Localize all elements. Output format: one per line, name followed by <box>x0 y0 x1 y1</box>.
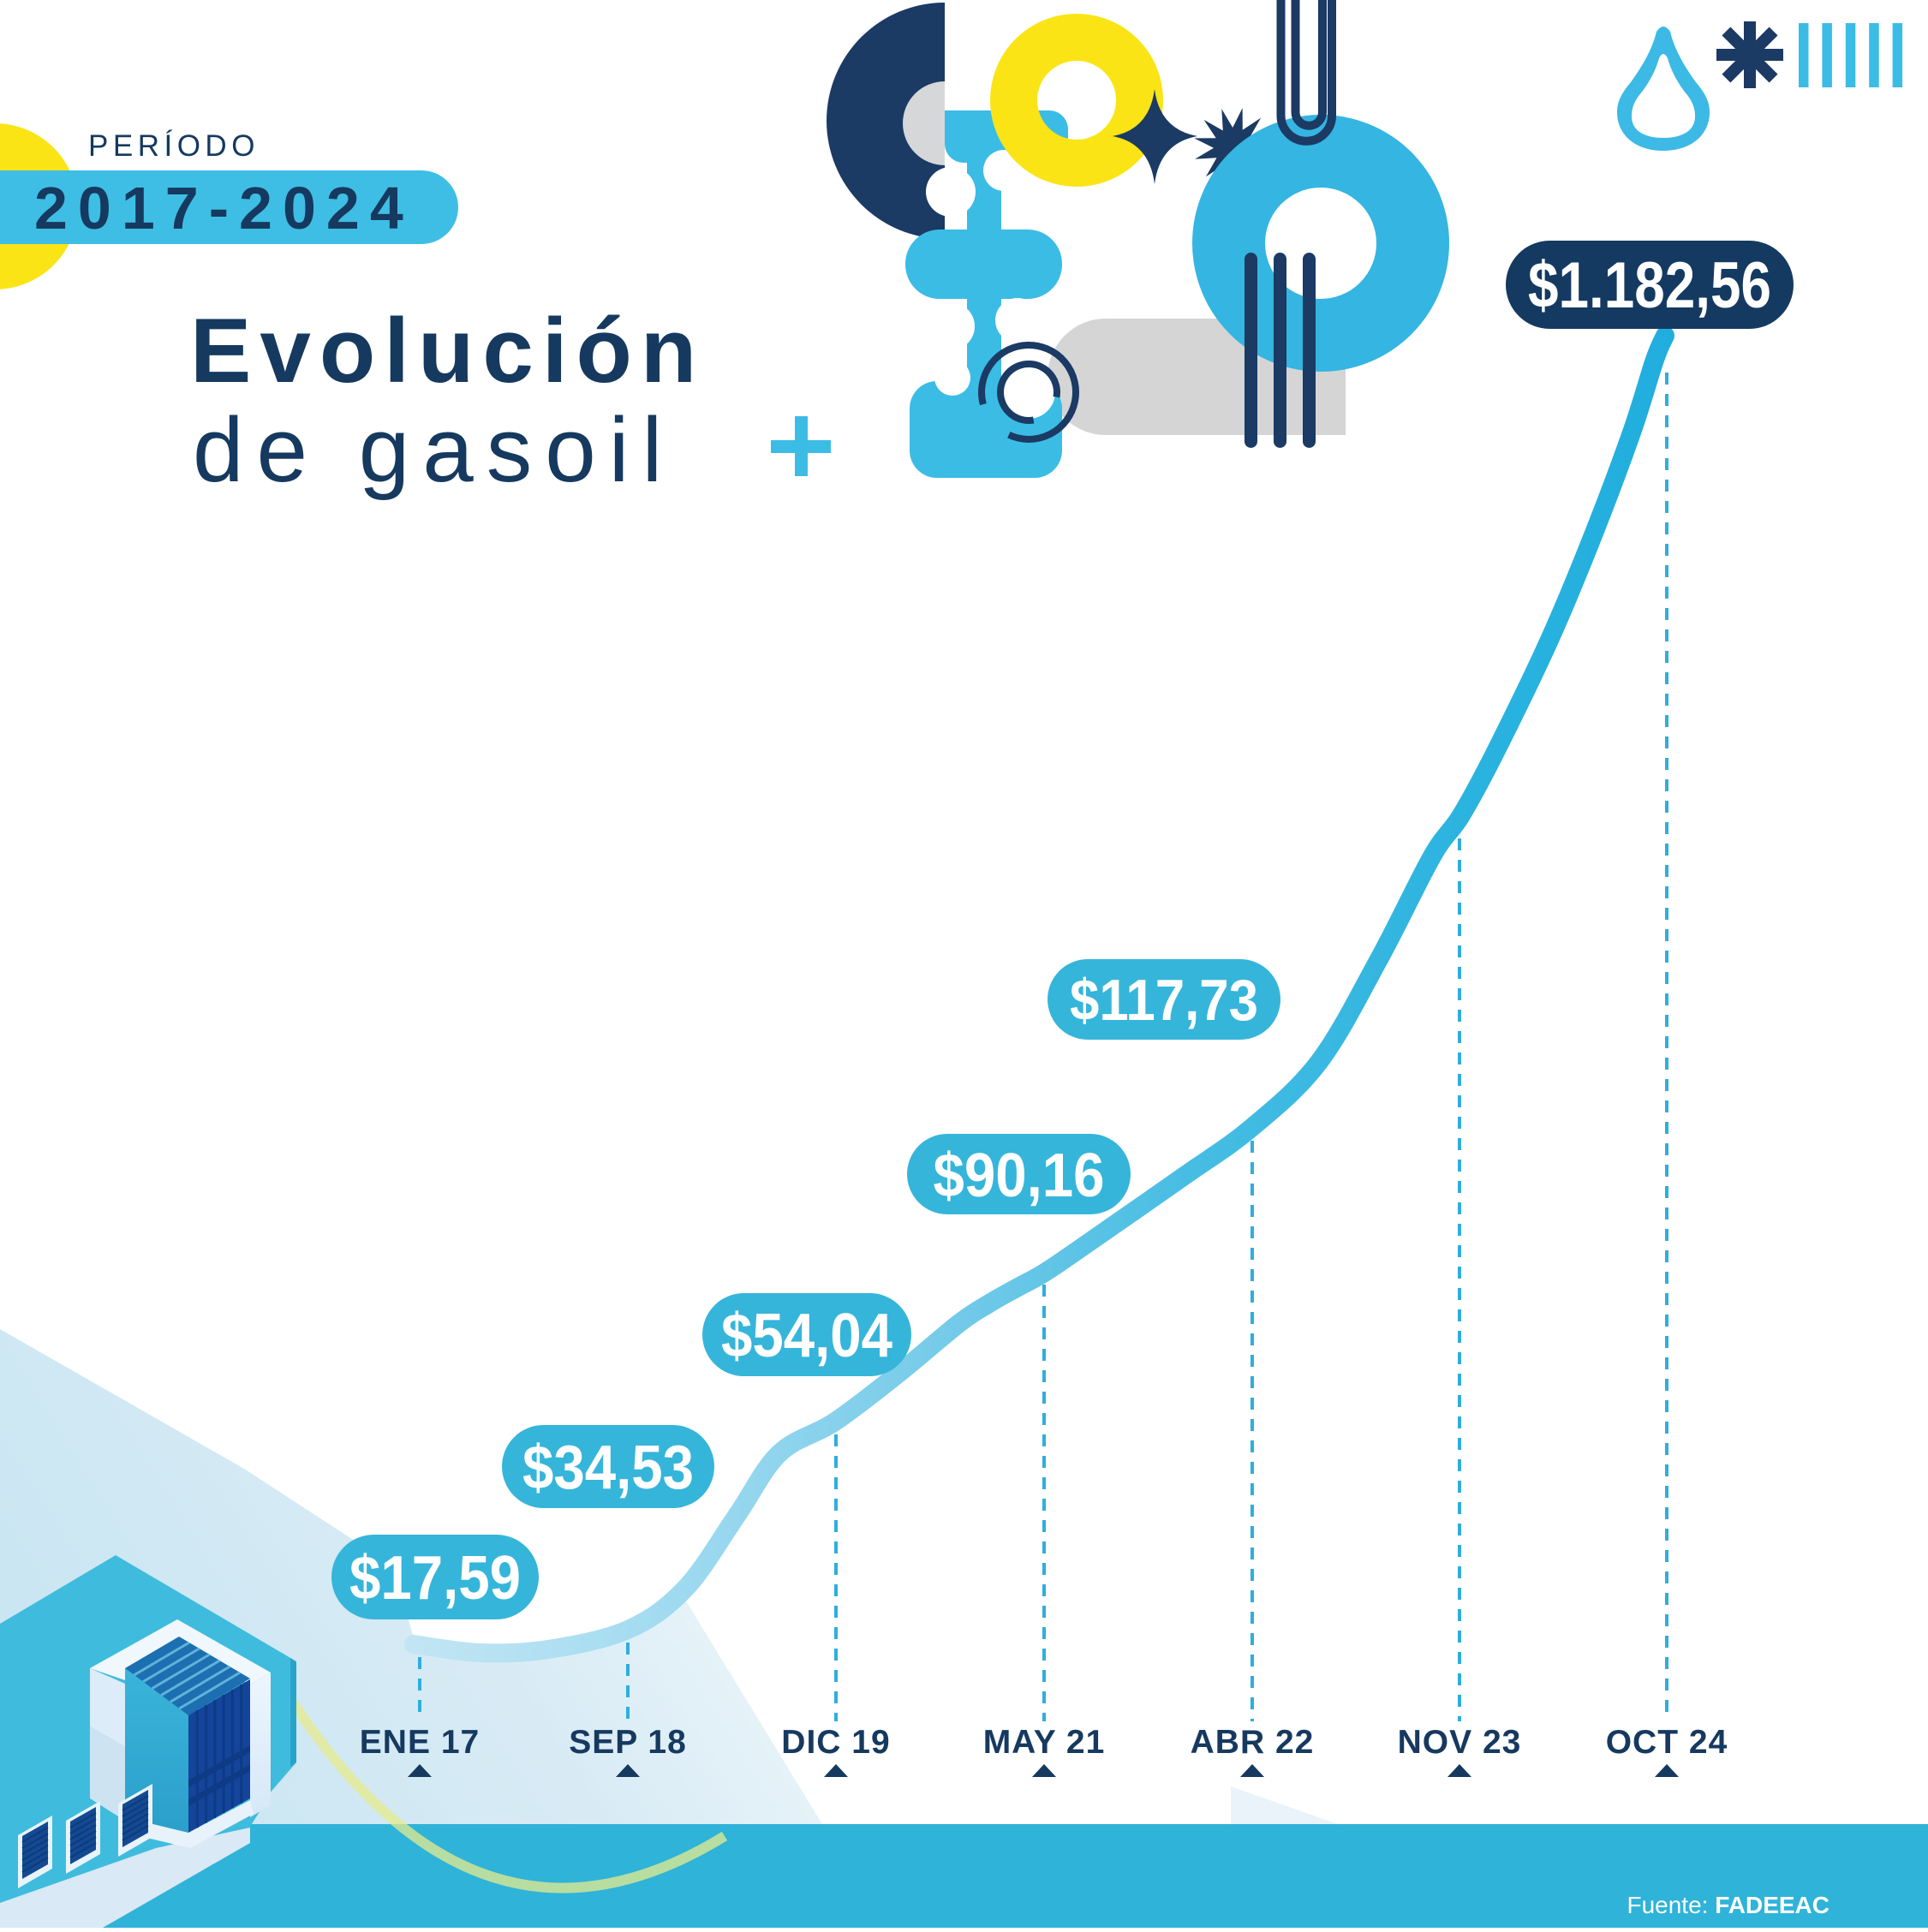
svg-text:2017-2024: 2017-2024 <box>34 175 414 242</box>
svg-text:$34,53: $34,53 <box>522 1434 694 1502</box>
svg-text:NOV 23: NOV 23 <box>1398 1724 1522 1761</box>
svg-text:de gasoil: de gasoil <box>193 398 675 501</box>
svg-text:SEP 18: SEP 18 <box>569 1724 687 1761</box>
svg-text:ABR 22: ABR 22 <box>1191 1724 1315 1761</box>
svg-text:Evolución: Evolución <box>190 299 705 402</box>
svg-text:OCT 24: OCT 24 <box>1606 1724 1728 1761</box>
svg-text:$17,59: $17,59 <box>349 1544 521 1613</box>
svg-text:ENE 17: ENE 17 <box>360 1724 480 1761</box>
svg-text:$1.182,56: $1.182,56 <box>1528 249 1771 322</box>
svg-text:$54,04: $54,04 <box>721 1302 892 1370</box>
svg-text:MAY 21: MAY 21 <box>983 1724 1106 1761</box>
svg-text:Fuente: FADEEAC: Fuente: FADEEAC <box>1627 1892 1830 1918</box>
svg-text:PERÍODO: PERÍODO <box>88 129 260 163</box>
svg-text:$117,73: $117,73 <box>1070 968 1258 1033</box>
svg-text:$90,16: $90,16 <box>934 1142 1105 1210</box>
svg-text:DIC 19: DIC 19 <box>781 1724 890 1761</box>
